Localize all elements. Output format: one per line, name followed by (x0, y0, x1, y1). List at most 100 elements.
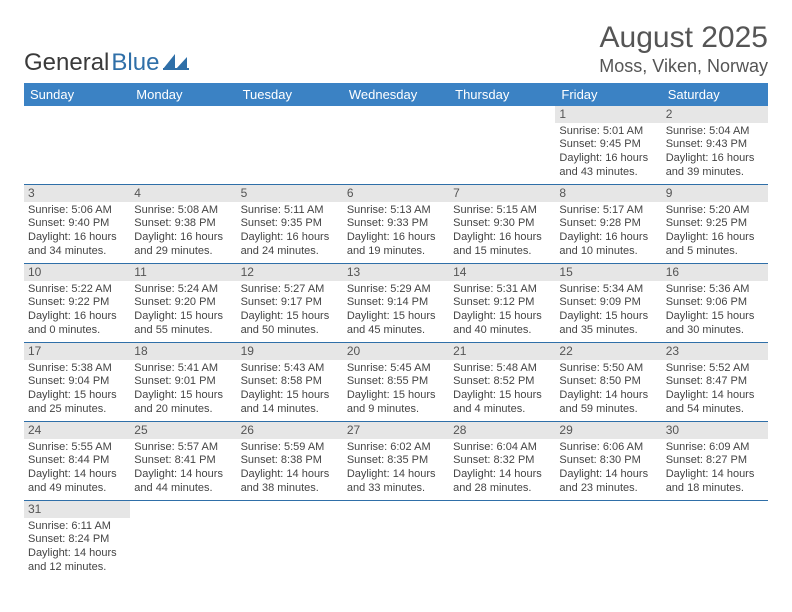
daylight-line: and 0 minutes. (28, 324, 126, 338)
day-details: Sunrise: 5:59 AMSunset: 8:38 PMDaylight:… (237, 439, 343, 500)
calendar-day-cell: 26Sunrise: 5:59 AMSunset: 8:38 PMDayligh… (237, 421, 343, 500)
daylight-line: and 9 minutes. (347, 403, 445, 417)
calendar-day-cell: 16Sunrise: 5:36 AMSunset: 9:06 PMDayligh… (662, 263, 768, 342)
daylight-line: and 38 minutes. (241, 482, 339, 496)
daylight-line: Daylight: 15 hours (28, 389, 126, 403)
day-details: Sunrise: 5:34 AMSunset: 9:09 PMDaylight:… (555, 281, 661, 342)
sunset-line: Sunset: 8:27 PM (666, 454, 764, 468)
daylight-line: Daylight: 14 hours (559, 389, 657, 403)
calendar-day-cell: 30Sunrise: 6:09 AMSunset: 8:27 PMDayligh… (662, 421, 768, 500)
day-details: Sunrise: 5:50 AMSunset: 8:50 PMDaylight:… (555, 360, 661, 421)
daylight-line: and 49 minutes. (28, 482, 126, 496)
day-details: Sunrise: 5:17 AMSunset: 9:28 PMDaylight:… (555, 202, 661, 263)
daylight-line: Daylight: 15 hours (666, 310, 764, 324)
sunset-line: Sunset: 8:24 PM (28, 533, 126, 547)
daylight-line: and 4 minutes. (453, 403, 551, 417)
sunset-line: Sunset: 9:06 PM (666, 296, 764, 310)
day-number: 2 (662, 106, 768, 123)
sunrise-line: Sunrise: 5:38 AM (28, 362, 126, 376)
calendar-day-cell: 1Sunrise: 5:01 AMSunset: 9:45 PMDaylight… (555, 106, 661, 185)
weekday-header-row: Sunday Monday Tuesday Wednesday Thursday… (24, 83, 768, 106)
sunrise-line: Sunrise: 5:45 AM (347, 362, 445, 376)
calendar-day-cell: 15Sunrise: 5:34 AMSunset: 9:09 PMDayligh… (555, 263, 661, 342)
day-details: Sunrise: 5:48 AMSunset: 8:52 PMDaylight:… (449, 360, 555, 421)
daylight-line: Daylight: 16 hours (241, 231, 339, 245)
day-details: Sunrise: 5:55 AMSunset: 8:44 PMDaylight:… (24, 439, 130, 500)
calendar-day-cell: 22Sunrise: 5:50 AMSunset: 8:50 PMDayligh… (555, 342, 661, 421)
daylight-line: and 43 minutes. (559, 166, 657, 180)
daylight-line: and 55 minutes. (134, 324, 232, 338)
sunset-line: Sunset: 9:43 PM (666, 138, 764, 152)
calendar-day-cell: 28Sunrise: 6:04 AMSunset: 8:32 PMDayligh… (449, 421, 555, 500)
sunset-line: Sunset: 9:14 PM (347, 296, 445, 310)
sunset-line: Sunset: 8:50 PM (559, 375, 657, 389)
calendar-day-cell: 2Sunrise: 5:04 AMSunset: 9:43 PMDaylight… (662, 106, 768, 185)
day-number: 21 (449, 343, 555, 360)
daylight-line: Daylight: 16 hours (28, 310, 126, 324)
calendar-day-cell (555, 500, 661, 579)
weekday-header: Wednesday (343, 83, 449, 106)
sunrise-line: Sunrise: 5:01 AM (559, 125, 657, 139)
day-details: Sunrise: 5:06 AMSunset: 9:40 PMDaylight:… (24, 202, 130, 263)
calendar-day-cell: 5Sunrise: 5:11 AMSunset: 9:35 PMDaylight… (237, 184, 343, 263)
weekday-header: Thursday (449, 83, 555, 106)
daylight-line: Daylight: 15 hours (134, 310, 232, 324)
sunset-line: Sunset: 9:33 PM (347, 217, 445, 231)
daylight-line: and 12 minutes. (28, 561, 126, 575)
daylight-line: and 45 minutes. (347, 324, 445, 338)
day-number: 14 (449, 264, 555, 281)
day-number: 11 (130, 264, 236, 281)
day-details: Sunrise: 5:24 AMSunset: 9:20 PMDaylight:… (130, 281, 236, 342)
calendar-day-cell: 17Sunrise: 5:38 AMSunset: 9:04 PMDayligh… (24, 342, 130, 421)
sunrise-line: Sunrise: 5:48 AM (453, 362, 551, 376)
sunset-line: Sunset: 8:38 PM (241, 454, 339, 468)
location-subtitle: Moss, Viken, Norway (599, 56, 768, 77)
sunset-line: Sunset: 9:20 PM (134, 296, 232, 310)
calendar-week-row: 31Sunrise: 6:11 AMSunset: 8:24 PMDayligh… (24, 500, 768, 579)
daylight-line: and 25 minutes. (28, 403, 126, 417)
daylight-line: Daylight: 14 hours (28, 468, 126, 482)
calendar-day-cell: 10Sunrise: 5:22 AMSunset: 9:22 PMDayligh… (24, 263, 130, 342)
calendar-day-cell: 13Sunrise: 5:29 AMSunset: 9:14 PMDayligh… (343, 263, 449, 342)
sunrise-line: Sunrise: 5:34 AM (559, 283, 657, 297)
daylight-line: and 54 minutes. (666, 403, 764, 417)
day-details: Sunrise: 5:52 AMSunset: 8:47 PMDaylight:… (662, 360, 768, 421)
sunset-line: Sunset: 9:40 PM (28, 217, 126, 231)
calendar-day-cell: 23Sunrise: 5:52 AMSunset: 8:47 PMDayligh… (662, 342, 768, 421)
daylight-line: Daylight: 14 hours (134, 468, 232, 482)
calendar-day-cell (130, 500, 236, 579)
day-details: Sunrise: 5:38 AMSunset: 9:04 PMDaylight:… (24, 360, 130, 421)
daylight-line: Daylight: 16 hours (559, 231, 657, 245)
calendar-day-cell (343, 500, 449, 579)
day-number: 5 (237, 185, 343, 202)
sunrise-line: Sunrise: 5:55 AM (28, 441, 126, 455)
day-number: 26 (237, 422, 343, 439)
sunset-line: Sunset: 8:41 PM (134, 454, 232, 468)
daylight-line: Daylight: 14 hours (666, 468, 764, 482)
calendar-day-cell: 11Sunrise: 5:24 AMSunset: 9:20 PMDayligh… (130, 263, 236, 342)
day-number: 16 (662, 264, 768, 281)
day-details: Sunrise: 6:06 AMSunset: 8:30 PMDaylight:… (555, 439, 661, 500)
daylight-line: and 5 minutes. (666, 245, 764, 259)
day-details: Sunrise: 5:04 AMSunset: 9:43 PMDaylight:… (662, 123, 768, 184)
sunset-line: Sunset: 9:45 PM (559, 138, 657, 152)
daylight-line: Daylight: 15 hours (347, 389, 445, 403)
calendar-day-cell: 20Sunrise: 5:45 AMSunset: 8:55 PMDayligh… (343, 342, 449, 421)
daylight-line: and 20 minutes. (134, 403, 232, 417)
daylight-line: Daylight: 15 hours (453, 389, 551, 403)
calendar-day-cell: 29Sunrise: 6:06 AMSunset: 8:30 PMDayligh… (555, 421, 661, 500)
sunrise-line: Sunrise: 5:11 AM (241, 204, 339, 218)
calendar-week-row: 10Sunrise: 5:22 AMSunset: 9:22 PMDayligh… (24, 263, 768, 342)
sunrise-line: Sunrise: 5:43 AM (241, 362, 339, 376)
sunrise-line: Sunrise: 5:06 AM (28, 204, 126, 218)
daylight-line: Daylight: 14 hours (347, 468, 445, 482)
daylight-line: and 15 minutes. (453, 245, 551, 259)
daylight-line: Daylight: 16 hours (28, 231, 126, 245)
day-number: 22 (555, 343, 661, 360)
calendar-week-row: 24Sunrise: 5:55 AMSunset: 8:44 PMDayligh… (24, 421, 768, 500)
day-number: 1 (555, 106, 661, 123)
calendar-day-cell (662, 500, 768, 579)
sunrise-line: Sunrise: 6:04 AM (453, 441, 551, 455)
logo-text-1: General (24, 49, 109, 77)
day-number: 18 (130, 343, 236, 360)
